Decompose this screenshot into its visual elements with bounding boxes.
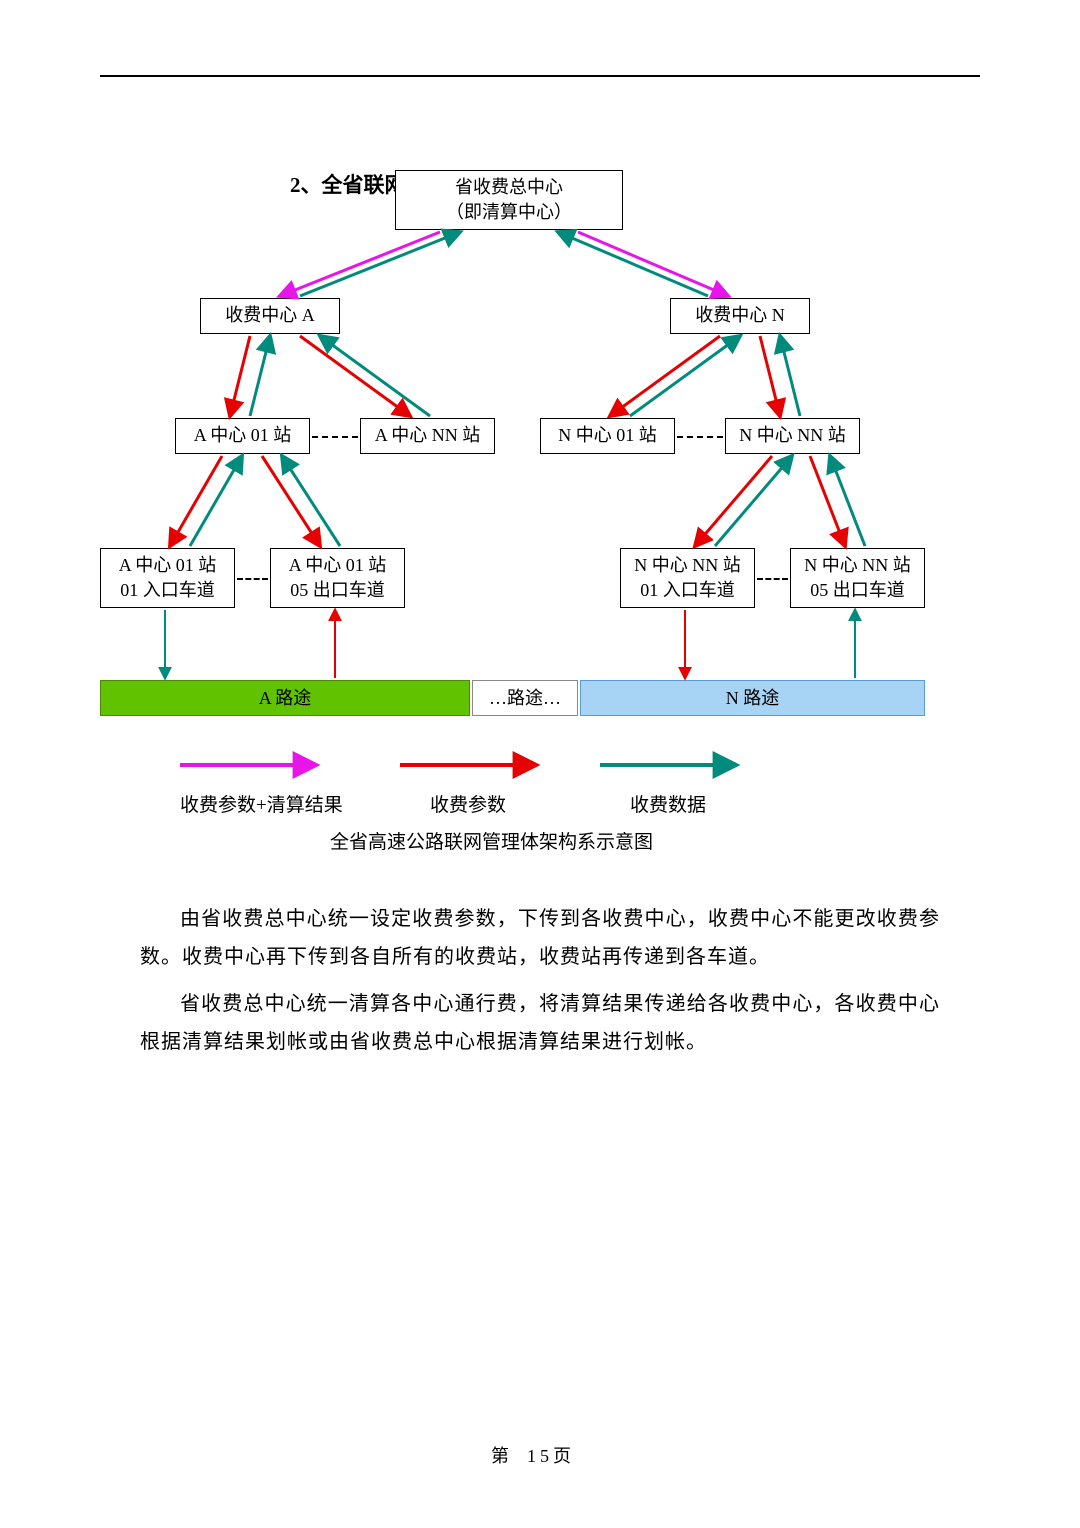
root-line2: （即清算中心）	[446, 200, 572, 225]
node-ann: A 中心 NN 站	[360, 418, 495, 454]
node-nnn-out: N 中心 NN 站 05 出口车道	[790, 548, 925, 608]
legend-label-2: 收费参数	[430, 788, 506, 824]
root-line1: 省收费总中心	[446, 175, 572, 200]
node-center-a: 收费中心 A	[200, 298, 340, 334]
dash-a-lane	[237, 578, 268, 580]
paragraph-2: 省收费总中心统一清算各中心通行费，将清算结果传递给各收费中心，各收费中心根据清算…	[140, 985, 940, 1061]
dash-n	[677, 436, 723, 438]
node-center-n: 收费中心 N	[670, 298, 810, 334]
node-a01-out: A 中心 01 站 05 出口车道	[270, 548, 405, 608]
page-footer: 第15页	[0, 1439, 1080, 1473]
route-n: N 路途	[580, 680, 925, 716]
a01in-l2: 01 入口车道	[119, 578, 217, 603]
footer-right: 页	[553, 1446, 589, 1466]
a01out-l2: 05 出口车道	[289, 578, 387, 603]
route-a: A 路途	[100, 680, 470, 716]
footer-left: 第	[491, 1446, 527, 1466]
legend-label-1: 收费参数+清算结果	[180, 788, 343, 824]
legend-label-3: 收费数据	[630, 788, 706, 824]
top-rule	[100, 75, 980, 77]
node-a01-in: A 中心 01 站 01 入口车道	[100, 548, 235, 608]
section-title-text: 全省联网	[322, 173, 406, 197]
node-nnn: N 中心 NN 站	[725, 418, 860, 454]
paragraph-1: 由省收费总中心统一设定收费参数，下传到各收费中心，收费中心不能更改收费参数。收费…	[140, 900, 940, 976]
nnnin-l1: N 中心 NN 站	[634, 553, 741, 578]
node-n01: N 中心 01 站	[540, 418, 675, 454]
node-root: 省收费总中心 （即清算中心）	[395, 170, 623, 230]
diagram-caption: 全省高速公路联网管理体架构系示意图	[330, 825, 653, 861]
dash-n-lane	[757, 578, 788, 580]
node-nnn-in: N 中心 NN 站 01 入口车道	[620, 548, 755, 608]
a01out-l1: A 中心 01 站	[289, 553, 387, 578]
footer-num: 15	[527, 1446, 553, 1466]
nnnout-l2: 05 出口车道	[804, 578, 911, 603]
nnnin-l2: 01 入口车道	[634, 578, 741, 603]
dash-a	[312, 436, 358, 438]
section-heading: 2、全省联网	[290, 166, 406, 206]
a01in-l1: A 中心 01 站	[119, 553, 217, 578]
route-mid: …路途…	[472, 680, 578, 716]
section-number: 2、	[290, 173, 322, 197]
node-a01: A 中心 01 站	[175, 418, 310, 454]
nnnout-l1: N 中心 NN 站	[804, 553, 911, 578]
